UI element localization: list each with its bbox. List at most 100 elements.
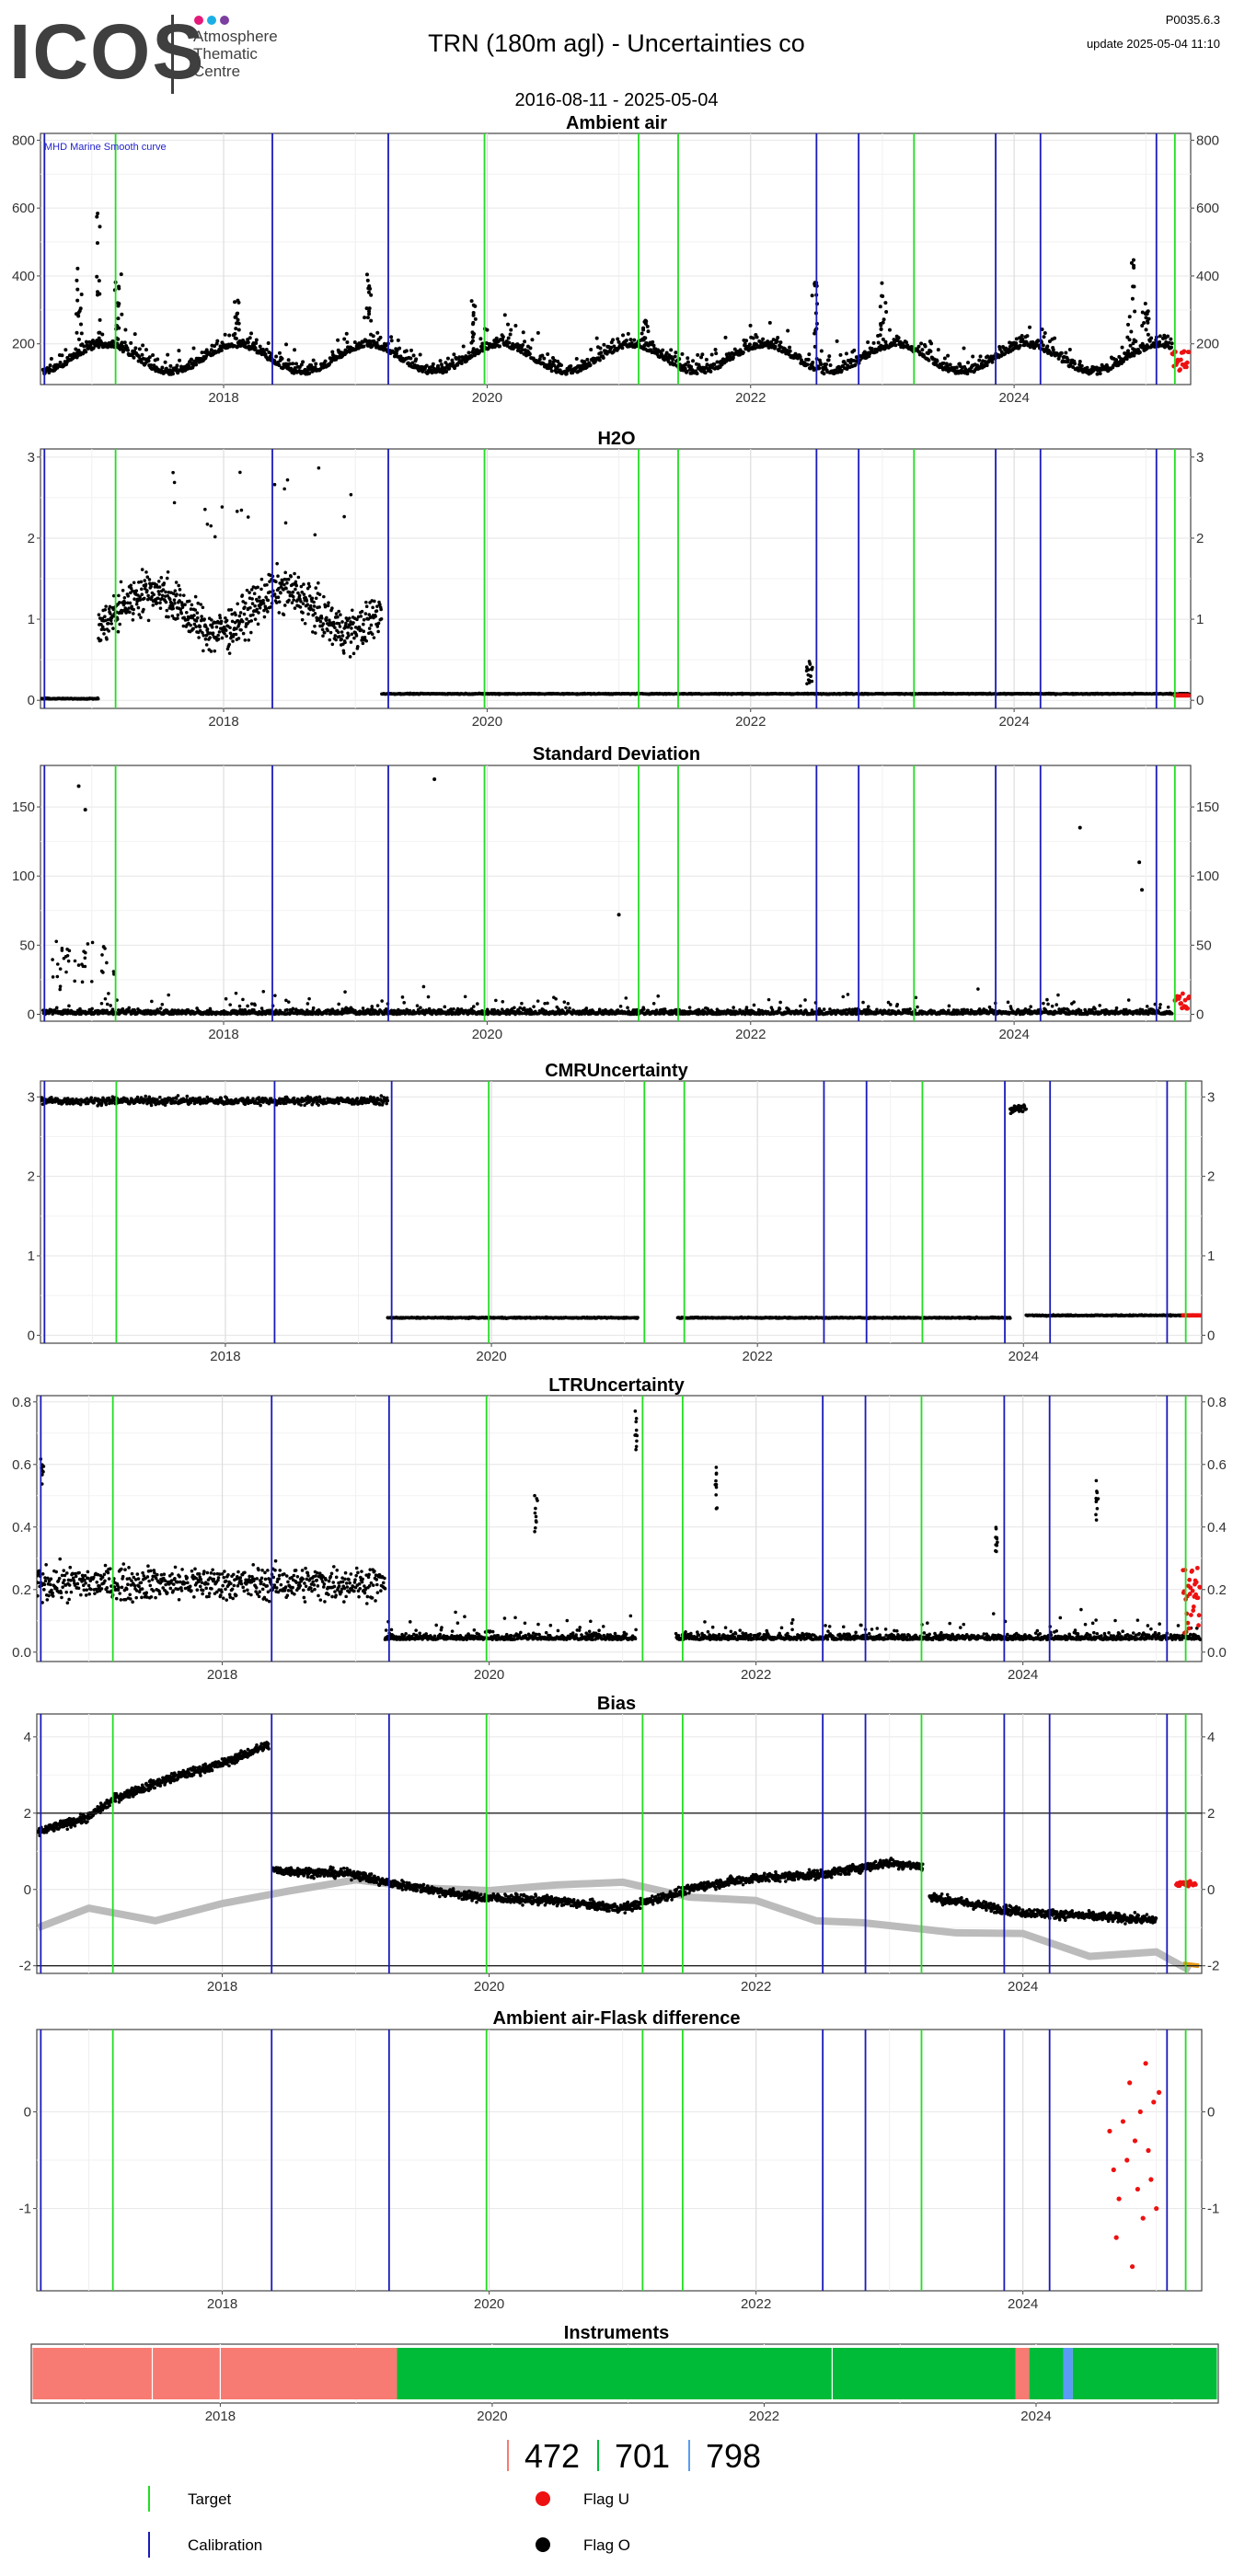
data-point [345, 618, 350, 623]
data-point [1025, 334, 1030, 339]
data-point [178, 358, 182, 362]
data-point [274, 354, 279, 359]
data-point [172, 480, 177, 485]
data-point [461, 344, 466, 349]
data-point [75, 266, 80, 270]
data-point [321, 634, 325, 638]
data-point [103, 996, 108, 1001]
data-point [328, 638, 332, 642]
data-point [229, 607, 234, 612]
data-point [695, 371, 699, 375]
data-point [338, 635, 341, 638]
data-point [414, 357, 419, 362]
data-point [282, 613, 286, 616]
data-point [1129, 329, 1134, 334]
data-point [170, 372, 175, 376]
data-point [224, 628, 228, 632]
data-point [751, 336, 755, 340]
data-point [1022, 343, 1027, 348]
data-point [703, 371, 708, 375]
data-point [935, 359, 939, 363]
data-point [155, 601, 159, 605]
data-point [288, 591, 292, 594]
data-point [1170, 345, 1174, 350]
data-point [312, 600, 316, 604]
data-point [257, 611, 260, 615]
data-point [58, 360, 63, 364]
data-point [234, 327, 238, 331]
data-point [98, 330, 102, 335]
data-point [223, 332, 227, 337]
data-point [1140, 323, 1145, 328]
data-point [239, 508, 244, 512]
data-point [962, 346, 966, 351]
data-point [379, 616, 384, 621]
data-point [646, 329, 651, 334]
data-point [75, 330, 79, 335]
data-point [471, 303, 476, 307]
data-point [174, 581, 179, 584]
data-point [451, 361, 455, 365]
data-point [371, 605, 375, 610]
data-point [828, 362, 833, 367]
data-point [339, 613, 342, 617]
data-point [216, 637, 221, 641]
data-point [323, 604, 328, 609]
data-point [286, 358, 291, 362]
data-point [292, 598, 296, 602]
data-point [1056, 356, 1061, 361]
data-point [202, 633, 206, 638]
data-point [844, 351, 848, 356]
data-point [313, 624, 317, 628]
data-point [139, 615, 143, 620]
data-point [351, 651, 356, 656]
data-point [314, 631, 317, 635]
data-point [280, 356, 284, 361]
x-tick-label: 2022 [735, 390, 766, 406]
data-point [954, 365, 959, 370]
data-point [167, 597, 172, 602]
data-point [104, 604, 108, 608]
data-point [1140, 310, 1145, 315]
data-point [301, 602, 305, 605]
data-point [524, 353, 528, 358]
data-point [228, 626, 232, 630]
data-point [291, 594, 295, 599]
data-point [79, 331, 84, 336]
data-point [149, 584, 153, 589]
data-point [202, 649, 205, 653]
data-point [334, 612, 339, 615]
data-point [210, 625, 214, 629]
data-point [96, 290, 100, 294]
data-point [187, 599, 191, 604]
data-point [691, 359, 696, 363]
data-point [253, 617, 258, 621]
data-point [348, 623, 351, 627]
data-point [170, 604, 175, 608]
data-point [256, 622, 260, 627]
data-point [239, 628, 243, 632]
data-point [199, 628, 202, 633]
data-point [361, 641, 365, 646]
data-point [179, 607, 183, 612]
data-point [236, 637, 241, 640]
data-point [332, 622, 336, 626]
data-point [194, 619, 199, 623]
data-point [605, 351, 609, 356]
data-point [198, 625, 202, 628]
data-point [301, 611, 305, 615]
data-point [143, 579, 147, 582]
data-point [880, 281, 884, 285]
data-point [379, 607, 383, 612]
data-point [249, 619, 254, 623]
data-point [310, 596, 315, 601]
data-point [287, 362, 292, 366]
data-point [196, 601, 201, 605]
data-point [369, 293, 374, 297]
data-point [470, 335, 475, 339]
data-layer [41, 765, 1191, 1021]
data-point [277, 351, 282, 355]
data-point [1131, 258, 1135, 262]
logo-dots-icon [194, 16, 229, 25]
data-point [118, 622, 121, 627]
